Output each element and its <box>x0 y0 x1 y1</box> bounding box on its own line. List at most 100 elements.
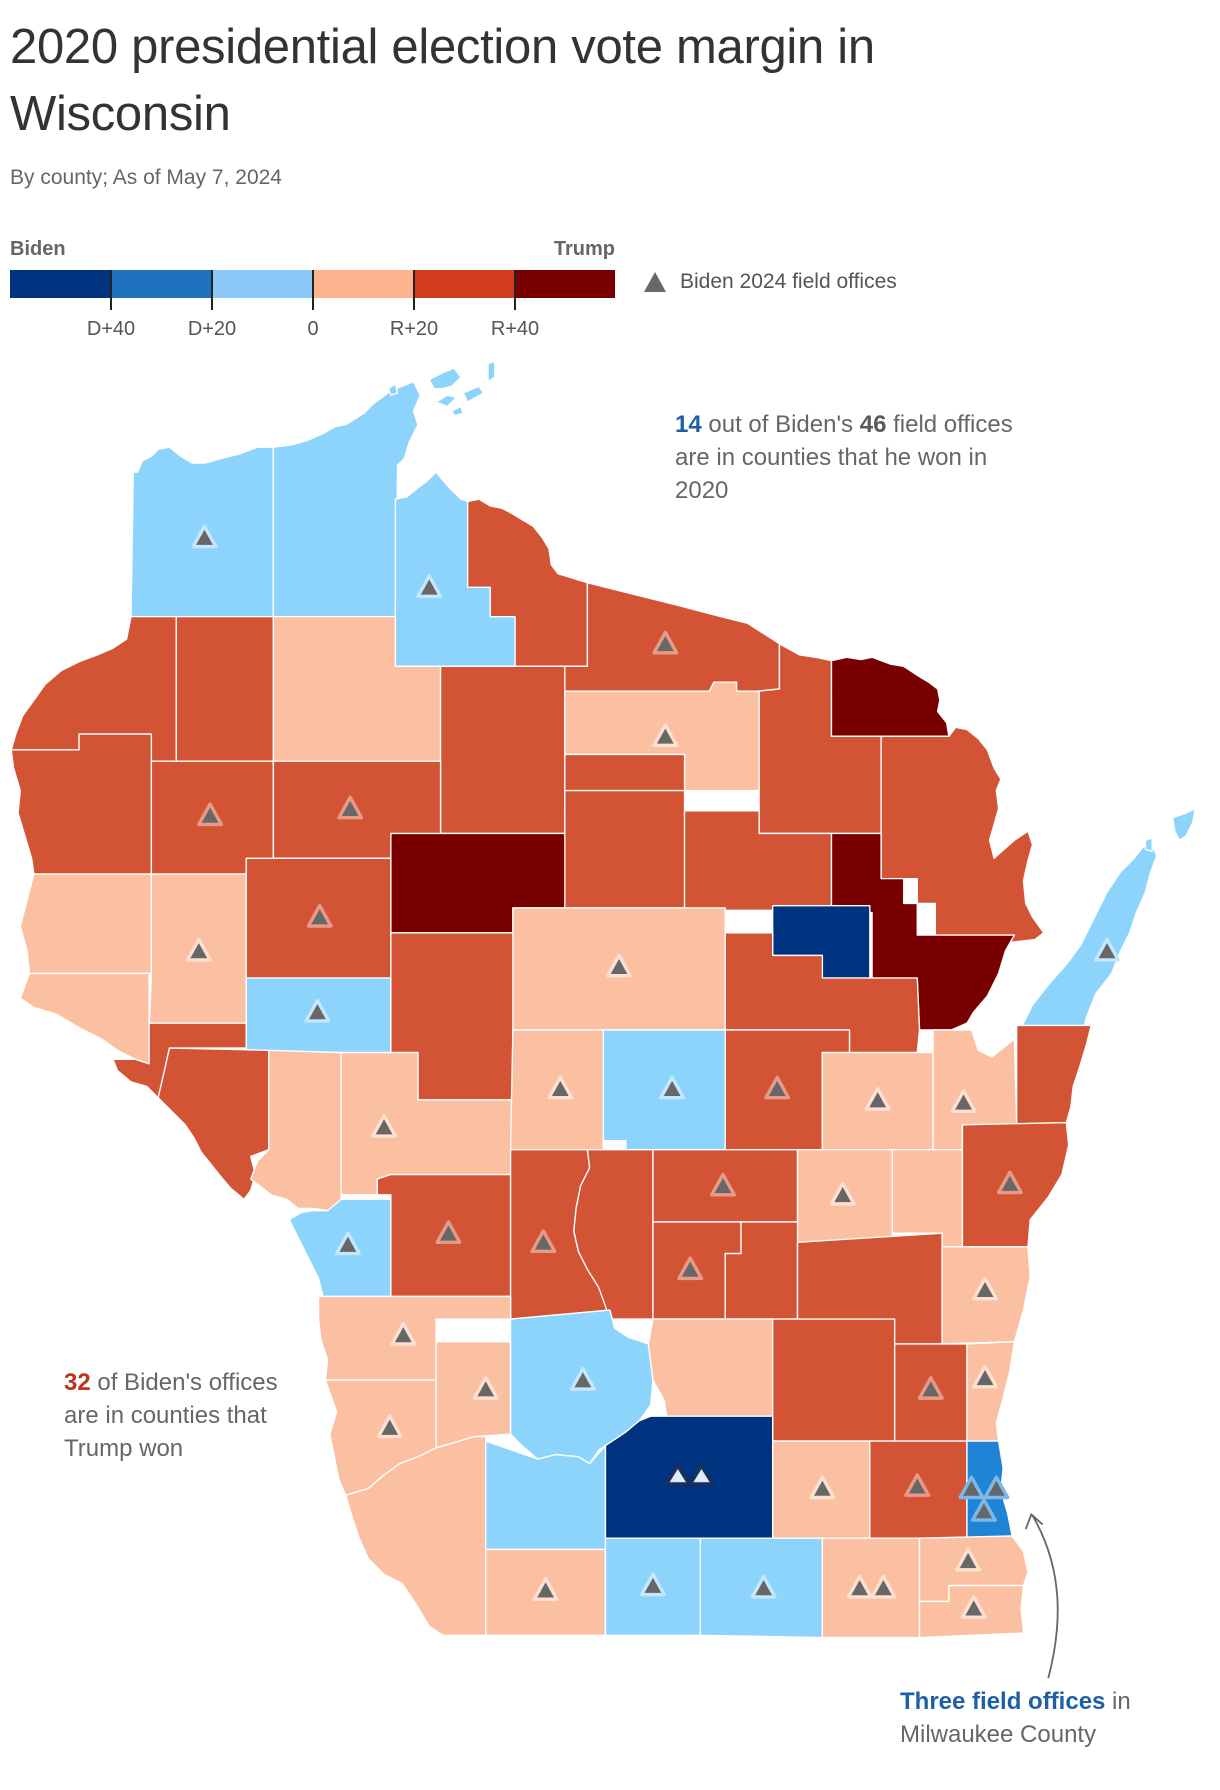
triangle-marker-icon[interactable] <box>639 1572 666 1597</box>
county-florence[interactable] <box>830 656 950 738</box>
county-iron[interactable] <box>466 498 589 667</box>
annotation-text: in Milwaukee County <box>900 1688 1131 1748</box>
county-price[interactable] <box>439 665 566 835</box>
triangle-marker-icon[interactable] <box>652 723 679 748</box>
county-calumet[interactable] <box>891 1148 964 1248</box>
county-bayfield-islands <box>387 360 496 417</box>
triangle-marker-icon[interactable] <box>652 630 679 655</box>
legend-bin-salmon <box>312 270 414 298</box>
county-richland[interactable] <box>435 1340 512 1449</box>
annotation-arrow <box>1031 1515 1059 1679</box>
annotation-text: field offices are in counties that he wo… <box>675 411 1013 504</box>
triangle-marker-icon[interactable] <box>677 1256 704 1281</box>
triangle-marker-icon[interactable] <box>917 1376 944 1400</box>
tick-label: D+20 <box>187 318 237 340</box>
triangle-marker-icon[interactable] <box>197 802 224 827</box>
county-polk[interactable] <box>10 733 153 875</box>
triangle-marker-icon[interactable] <box>983 1475 1010 1500</box>
legend-bin-mid-blue <box>110 270 212 298</box>
tick-label: R+20 <box>389 318 439 340</box>
county-marinette[interactable] <box>880 726 1045 943</box>
triangle-marker-icon[interactable] <box>960 1595 987 1619</box>
biden-county-offices-count: 14 <box>675 411 702 438</box>
county-vilas[interactable] <box>564 582 781 692</box>
total-offices-count: 46 <box>859 411 887 438</box>
triangle-marker-icon[interactable] <box>864 1086 891 1111</box>
triangle-marker-icon[interactable] <box>955 1547 982 1572</box>
legend-right-label: Trump <box>553 238 615 260</box>
triangle-marker-icon[interactable] <box>764 1075 791 1100</box>
tick-label: 0 <box>307 318 319 340</box>
triangle-marker-icon[interactable] <box>958 1475 985 1500</box>
triangle-marker-icon[interactable] <box>334 1231 361 1256</box>
triangle-marker-icon[interactable] <box>1094 937 1121 962</box>
tick-label: R+40 <box>490 318 540 340</box>
triangle-marker-icon[interactable] <box>659 1075 686 1100</box>
county-door[interactable] <box>1021 844 1158 1027</box>
triangle-marker-icon[interactable] <box>972 1276 999 1301</box>
triangle-marker-icon <box>644 272 666 292</box>
annotation-text: out of Biden's <box>701 411 860 438</box>
annotation-milwaukee: Three field offices in Milwaukee County <box>900 1685 1220 1751</box>
triangle-marker-icon[interactable] <box>304 998 331 1023</box>
triangle-marker-icon[interactable] <box>950 1089 977 1113</box>
triangle-marker-icon[interactable] <box>606 953 633 978</box>
field-office-markers <box>185 524 1121 1619</box>
triangle-marker-icon[interactable] <box>472 1376 499 1400</box>
triangle-marker-icon[interactable] <box>530 1229 557 1254</box>
tick-mark <box>312 270 314 310</box>
county-door-islands <box>1144 807 1196 853</box>
tick-mark <box>514 270 516 310</box>
legend-ticks: D+40 D+20 0 R+20 R+40 <box>10 270 615 342</box>
field-office-legend-label: Biden 2024 field offices <box>680 270 897 293</box>
triangle-marker-icon[interactable] <box>547 1075 574 1100</box>
county-walworth[interactable] <box>821 1537 921 1639</box>
legend-bin-red <box>413 270 515 298</box>
county-lincoln-lower <box>564 789 686 909</box>
triangle-marker-icon[interactable] <box>191 524 218 549</box>
county-kewaunee[interactable] <box>1015 1024 1092 1126</box>
triangle-marker-icon[interactable] <box>688 1464 715 1486</box>
county-pierce[interactable] <box>19 972 150 1065</box>
triangle-marker-icon[interactable] <box>371 1114 398 1138</box>
county-columbia[interactable] <box>647 1318 774 1417</box>
county-washburn[interactable] <box>175 615 275 762</box>
triangle-marker-icon[interactable] <box>435 1220 462 1244</box>
triangle-marker-icon[interactable] <box>846 1574 873 1599</box>
triangle-marker-icon[interactable] <box>709 1172 736 1197</box>
triangle-marker-icon[interactable] <box>532 1577 559 1601</box>
county-dane[interactable] <box>604 1415 774 1539</box>
county-buffalo[interactable] <box>157 1047 270 1201</box>
triangle-marker-icon[interactable] <box>750 1574 777 1599</box>
triangle-marker-icon[interactable] <box>337 795 364 820</box>
triangle-marker-icon[interactable] <box>809 1475 836 1500</box>
triangle-marker-icon[interactable] <box>390 1321 417 1346</box>
chart-subtitle: By county; As of May 7, 2024 <box>10 166 282 189</box>
triangle-marker-icon[interactable] <box>376 1414 403 1439</box>
triangle-marker-icon[interactable] <box>306 904 333 928</box>
color-legend: Biden Trump D+40 D+20 0 R+20 R+40 <box>10 238 615 342</box>
triangle-marker-icon[interactable] <box>972 1364 999 1389</box>
tick-mark <box>413 270 415 310</box>
legend-bin-light-blue <box>211 270 313 298</box>
field-office-legend: Biden 2024 field offices <box>642 270 897 294</box>
triangle-marker-icon[interactable] <box>569 1367 596 1391</box>
triangle-marker-icon[interactable] <box>904 1473 931 1497</box>
triangle-marker-icon[interactable] <box>996 1170 1023 1195</box>
tick-mark <box>211 270 213 310</box>
triangle-marker-icon[interactable] <box>829 1181 856 1206</box>
triangle-marker-icon[interactable] <box>870 1574 897 1599</box>
triangle-marker-icon[interactable] <box>970 1498 997 1522</box>
county-ozaukee[interactable] <box>966 1340 1016 1442</box>
triangle-marker-icon[interactable] <box>416 574 443 598</box>
triangle-marker-icon[interactable] <box>664 1464 691 1486</box>
annotation-text: of Biden's offices are in counties that … <box>64 1369 278 1462</box>
milwaukee-highlight: Three field offices <box>900 1688 1106 1715</box>
annotation-trump-counties: 32 of Biden's offices are in counties th… <box>64 1366 284 1465</box>
triangle-marker-icon[interactable] <box>185 937 212 962</box>
chart-title: 2020 presidential election vote margin i… <box>10 20 875 141</box>
county-dodge[interactable] <box>771 1318 896 1442</box>
county-st-croix[interactable] <box>19 873 153 975</box>
tick-mark <box>110 270 112 310</box>
